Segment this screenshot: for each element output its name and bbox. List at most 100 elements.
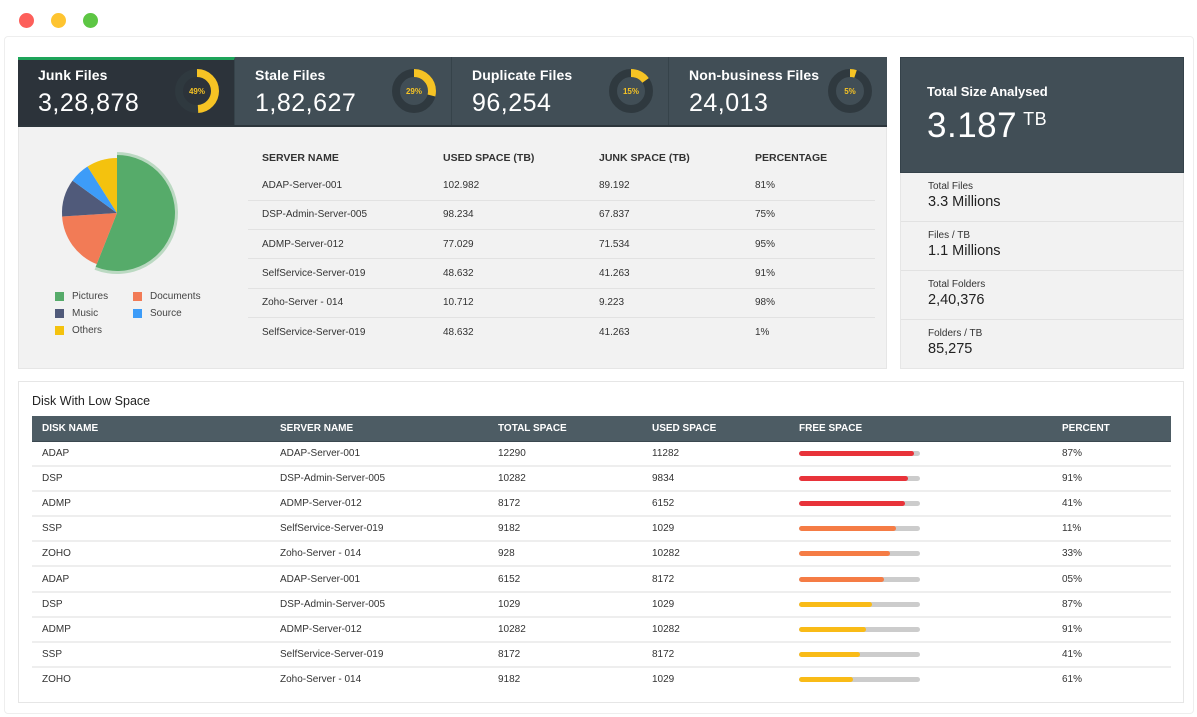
total-size-title: Total Size Analysed xyxy=(927,84,1048,99)
cell-percent: 87% xyxy=(1052,441,1171,468)
cell-free-space xyxy=(789,641,1052,668)
kpi-label: Junk Files xyxy=(38,67,108,83)
pie-slice-pictures[interactable] xyxy=(95,155,176,271)
cell-server-name: DSP-Admin-Server-005 xyxy=(248,199,429,230)
cell-disk-name: ADAP xyxy=(32,441,270,468)
table-row[interactable]: ADAP ADAP-Server-001 6152 8172 05% xyxy=(32,566,1171,593)
kpi-card-non-business-files[interactable]: Non-business Files 24,013 5% xyxy=(669,57,887,125)
table-row[interactable]: ZOHO Zoho-Server - 014 928 10282 33% xyxy=(32,541,1171,568)
kpi-card-stale-files[interactable]: Stale Files 1,82,627 29% xyxy=(235,57,452,125)
free-space-bar xyxy=(799,476,920,482)
stat-label: Files / TB xyxy=(928,230,971,241)
cell-total-space: 8172 xyxy=(488,641,642,668)
table-row[interactable]: SSP SelfService-Server-019 8172 8172 41% xyxy=(32,641,1171,668)
legend-swatch xyxy=(55,292,64,301)
table-row[interactable]: SelfService-Server-019 48.632 41.263 1% xyxy=(248,316,875,347)
legend-item-documents[interactable]: Documents xyxy=(133,291,201,302)
cell-server-name: SelfService-Server-019 xyxy=(270,641,488,668)
donut-chart-icon: 15% xyxy=(609,69,653,113)
cell-free-space xyxy=(789,667,1052,692)
column-header-used-space[interactable]: USED SPACE xyxy=(642,416,789,442)
cell-used-space: 1029 xyxy=(652,674,675,686)
free-space-bar-fill xyxy=(799,677,854,683)
junk-overview-panel: Pictures Documents Music Source Others S… xyxy=(18,127,887,369)
table-header-row: DISK NAME SERVER NAME TOTAL SPACE USED S… xyxy=(32,416,1171,442)
column-header-percentage[interactable]: PERCENTAGE xyxy=(755,152,828,164)
cell-total-space: 9182 xyxy=(498,674,521,686)
kpi-value: 3,28,878 xyxy=(38,89,140,117)
cell-server-name: ADAP-Server-001 xyxy=(270,566,488,593)
column-header-disk-name[interactable]: DISK NAME xyxy=(32,416,270,442)
table-row[interactable]: ADMP-Server-012 77.029 71.534 95% xyxy=(248,229,875,259)
window-close-button[interactable] xyxy=(19,13,34,28)
table-row[interactable]: SSP SelfService-Server-019 9182 1029 11% xyxy=(32,516,1171,543)
column-header-free-space[interactable]: FREE SPACE xyxy=(789,416,1052,442)
free-space-bar-fill xyxy=(799,551,890,557)
legend-item-others[interactable]: Others xyxy=(55,325,102,336)
table-row[interactable]: ADAP ADAP-Server-001 12290 11282 87% xyxy=(32,441,1171,468)
cell-free-space xyxy=(789,466,1052,493)
free-space-bar-fill xyxy=(799,626,866,632)
cell-junk-space: 41.263 xyxy=(585,258,741,289)
table-row[interactable]: SelfService-Server-019 48.632 41.263 91% xyxy=(248,258,875,289)
server-junk-table: SERVER NAME USED SPACE (TB) JUNK SPACE (… xyxy=(248,145,875,347)
column-header-total-space[interactable]: TOTAL SPACE xyxy=(488,416,642,442)
table-row[interactable]: DSP-Admin-Server-005 98.234 67.837 75% xyxy=(248,199,875,230)
pie-slice-music[interactable] xyxy=(62,180,117,217)
table-row[interactable]: DSP DSP-Admin-Server-005 1029 1029 87% xyxy=(32,591,1171,618)
column-header-server-name[interactable]: SERVER NAME xyxy=(270,416,488,442)
table-row[interactable]: ADAP-Server-001 102.982 89.192 81% xyxy=(248,171,875,200)
disk-low-space-table: DISK NAME SERVER NAME TOTAL SPACE USED S… xyxy=(32,416,1171,692)
kpi-value: 24,013 xyxy=(689,89,769,117)
table-row[interactable]: DSP DSP-Admin-Server-005 10282 9834 91% xyxy=(32,466,1171,493)
table-row[interactable]: ADMP ADMP-Server-012 8172 6152 41% xyxy=(32,491,1171,518)
cell-junk-space: 9.223 xyxy=(585,287,741,318)
window-maximize-button[interactable] xyxy=(83,13,98,28)
cell-percent: 87% xyxy=(1052,591,1171,618)
stat-label: Total Files xyxy=(928,181,974,192)
column-header-server-name[interactable]: SERVER NAME xyxy=(262,152,339,164)
cell-disk-name: ADMP xyxy=(32,491,270,518)
column-header-junk-space[interactable]: JUNK SPACE (TB) xyxy=(599,152,690,164)
free-space-bar-fill xyxy=(799,651,860,657)
total-size-card: Total Size Analysed 3.187 TB xyxy=(900,57,1184,173)
column-header-used-space[interactable]: USED SPACE (TB) xyxy=(443,152,535,164)
pie-slice-source[interactable] xyxy=(72,166,117,213)
kpi-card-duplicate-files[interactable]: Duplicate Files 96,254 15% xyxy=(452,57,669,125)
pie-slice-others[interactable] xyxy=(87,158,117,213)
stat-value: 3.3 Millions xyxy=(928,194,1001,210)
legend-label: Source xyxy=(150,308,182,319)
free-space-bar-fill xyxy=(799,501,906,507)
cell-used-space: 48.632 xyxy=(429,316,585,347)
column-header-percent[interactable]: PERCENT xyxy=(1052,416,1171,442)
legend-swatch xyxy=(133,292,142,301)
stat-total-files: Total Files 3.3 Millions xyxy=(901,173,1183,222)
cell-percent: 61% xyxy=(1062,674,1083,686)
cell-disk-name: DSP xyxy=(32,466,270,493)
cell-percentage: 81% xyxy=(755,179,776,191)
cell-percent: 33% xyxy=(1052,541,1171,568)
table-row[interactable]: ZOHO Zoho-Server - 014 9182 1029 61% xyxy=(32,667,1171,692)
cell-used-space: 10.712 xyxy=(429,287,585,318)
legend-item-music[interactable]: Music xyxy=(55,308,98,319)
cell-percent: 05% xyxy=(1052,566,1171,593)
donut-percent-label: 29% xyxy=(406,87,422,96)
free-space-bar xyxy=(799,501,920,507)
cell-server-name: SelfService-Server-019 xyxy=(248,258,429,289)
stat-value: 1.1 Millions xyxy=(928,243,1001,259)
donut-fill-arc xyxy=(392,69,436,113)
donut-chart-icon: 29% xyxy=(392,69,436,113)
legend-item-source[interactable]: Source xyxy=(133,308,182,319)
cell-junk-space: 41.263 xyxy=(585,316,741,347)
legend-item-pictures[interactable]: Pictures xyxy=(55,291,108,302)
pie-slice-documents[interactable] xyxy=(62,213,117,265)
cell-percent: 41% xyxy=(1052,491,1171,518)
donut-fill-arc xyxy=(175,69,219,113)
free-space-bar xyxy=(799,651,920,657)
stat-total-folders: Total Folders 2,40,376 xyxy=(901,271,1183,320)
table-row[interactable]: ADMP ADMP-Server-012 10282 10282 91% xyxy=(32,616,1171,643)
stat-label: Folders / TB xyxy=(928,328,983,339)
window-minimize-button[interactable] xyxy=(51,13,66,28)
kpi-card-junk-files[interactable]: Junk Files 3,28,878 49% xyxy=(18,57,235,125)
table-row[interactable]: Zoho-Server - 014 10.712 9.223 98% xyxy=(248,287,875,318)
